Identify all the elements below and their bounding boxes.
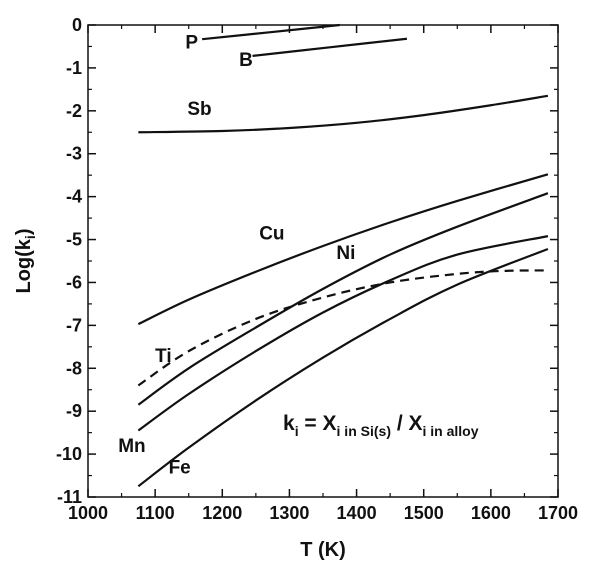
x-tick-label: 1500 <box>404 503 444 523</box>
y-tick-label: -11 <box>57 487 82 507</box>
x-tick-label: 1200 <box>202 503 242 523</box>
x-tick-label: 1000 <box>68 503 108 523</box>
y-tick-label: -1 <box>66 58 82 78</box>
series-line-b <box>252 37 408 57</box>
formula-slash: / X <box>391 412 423 435</box>
series-line-cu <box>137 173 549 326</box>
x-tick-label: 1100 <box>136 503 175 523</box>
series-line-ni <box>137 192 549 406</box>
ticks: 1000 1100 1200 1300 1400 1500 1600 1700 0 -1 -2 -3 -… <box>56 15 578 523</box>
series-line-ti <box>137 269 548 387</box>
y-axis-title: Log(ki) <box>13 229 38 294</box>
x-tick-label: 1700 <box>538 503 578 523</box>
series-lines <box>137 23 549 488</box>
y-tick-label: -4 <box>66 187 82 207</box>
formula-den-sub: i in alloy <box>423 423 479 439</box>
y-axis-title-close: ) <box>13 229 35 236</box>
y-tick-label: -7 <box>66 315 82 335</box>
y-tick-label: -5 <box>66 230 82 250</box>
series-label-ti: Ti <box>155 346 172 367</box>
y-tick-label: -3 <box>66 144 82 164</box>
y-tick-label: -2 <box>66 101 82 121</box>
series-line-fe <box>137 247 549 488</box>
series-labels: P B Sb Cu Ni Ti Mn Fe <box>118 33 355 479</box>
x-axis-title: T (K) <box>300 539 346 561</box>
series-line-sb <box>138 94 549 134</box>
series-label-cu: Cu <box>259 224 284 245</box>
y-axis-title-main: Log(k <box>13 238 35 293</box>
series-label-sb: Sb <box>187 99 211 120</box>
formula-annotation: ki = Xi in Si(s) / Xi in alloy <box>283 412 479 439</box>
y-tick-label: -9 <box>66 401 82 421</box>
y-tick-label: -10 <box>56 444 82 464</box>
x-tick-label: 1600 <box>471 503 511 523</box>
series-line-p <box>202 23 340 41</box>
x-tick-label: 1400 <box>337 503 377 523</box>
y-tick-label: -8 <box>66 358 82 378</box>
formula-k: k <box>283 412 295 435</box>
y-axis-title-sub: i <box>22 235 38 239</box>
formula-eq: = X <box>299 412 337 435</box>
formula-k-sub: i <box>295 423 299 439</box>
series-label-mn: Mn <box>118 436 145 457</box>
y-tick-label: -6 <box>66 272 82 292</box>
x-tick-label: 1300 <box>269 503 309 523</box>
series-label-p: P <box>185 33 198 54</box>
series-label-ni: Ni <box>336 243 355 264</box>
y-tick-label: 0 <box>72 15 82 35</box>
series-label-fe: Fe <box>169 457 191 478</box>
series-label-b: B <box>239 50 253 71</box>
formula-num-sub: i in Si(s) <box>337 423 391 439</box>
series-line-mn <box>137 235 549 432</box>
